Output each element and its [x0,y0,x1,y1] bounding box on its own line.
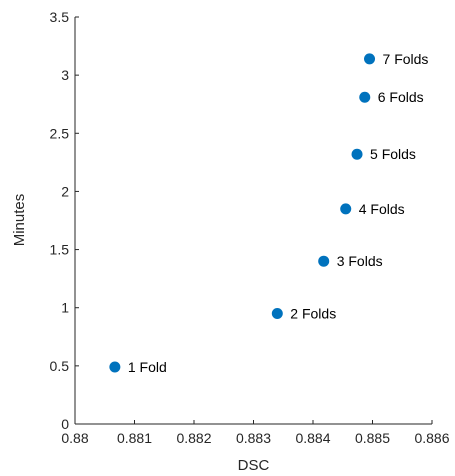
x-tick-label: 0.885 [355,430,390,446]
y-tick-label: 3.5 [50,9,70,25]
data-point [109,361,121,373]
x-tick-label: 0.886 [414,430,449,446]
y-tick-label: 3 [61,67,69,83]
data-point-label: 2 Folds [290,306,336,322]
data-point [359,91,371,103]
data-points: 1 Fold 2 Folds 3 Folds 4 Folds 5 Folds 6 Fold… [109,51,428,375]
x-tick-label: 0.88 [61,430,88,446]
data-point [340,203,352,215]
data-point-label: 6 Folds [378,89,424,105]
y-tick-label: 2 [61,183,69,199]
y-tick-label: 0.5 [50,358,70,374]
data-point [271,308,283,320]
x-axis-ticks: 0.88 0.881 0.882 0.883 0.884 0.885 0.886 [61,420,450,446]
data-point [351,148,363,160]
data-point [318,255,330,267]
x-axis-title: DSC [238,457,270,474]
data-point-label: 3 Folds [337,253,383,269]
y-axis-title: Minutes [11,194,28,247]
data-point-label: 7 Folds [383,51,429,67]
y-tick-label: 1 [61,300,69,316]
x-tick-label: 0.882 [176,430,211,446]
x-tick-label: 0.881 [117,430,152,446]
data-point-label: 5 Folds [370,146,416,162]
y-tick-label: 2.5 [50,125,70,141]
data-point [364,53,376,65]
x-tick-label: 0.883 [236,430,271,446]
y-tick-label: 1.5 [50,242,70,258]
data-point-label: 4 Folds [359,201,405,217]
y-axis-ticks: 0 0.5 1 1.5 2 2.5 3 3.5 [50,9,79,432]
x-tick-label: 0.884 [295,430,330,446]
data-point-label: 1 Fold [128,359,167,375]
y-tick-label: 0 [61,416,69,432]
